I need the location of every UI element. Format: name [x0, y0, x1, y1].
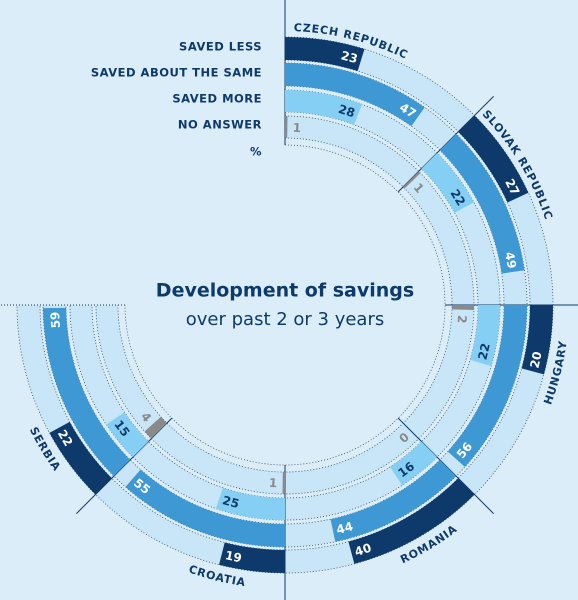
- bar: [49, 421, 112, 495]
- bar: [125, 469, 285, 547]
- bar: [451, 305, 474, 310]
- value-label: 2: [455, 314, 470, 323]
- bar: [219, 542, 285, 573]
- bar: [43, 307, 131, 477]
- value-label: 28: [337, 102, 357, 120]
- legend-label: SAVED LESS: [179, 40, 262, 54]
- value-label: 27: [502, 176, 522, 197]
- bar: [439, 133, 525, 274]
- bar: [285, 63, 425, 127]
- value-label: 44: [335, 519, 355, 537]
- value-label: 1: [268, 476, 277, 491]
- bar: [285, 116, 288, 139]
- bar: [144, 416, 167, 439]
- ring-edge: [65, 85, 505, 525]
- value-label: 59: [48, 311, 63, 329]
- ring-edge: [91, 111, 479, 499]
- bar: [447, 305, 527, 467]
- value-label: 40: [353, 541, 373, 559]
- value-label: 1: [292, 121, 301, 136]
- chart-title: Development of savings: [156, 280, 414, 302]
- bar: [282, 471, 285, 494]
- legend-label: SAVED ABOUT THE SAME: [91, 66, 262, 80]
- legend-label: SAVED MORE: [172, 92, 262, 106]
- ring-edge: [16, 36, 554, 574]
- bar: [421, 152, 474, 213]
- legend-label: NO ANSWER: [178, 118, 262, 132]
- bar: [390, 441, 438, 486]
- value-label: 19: [224, 548, 243, 565]
- bar: [215, 487, 285, 520]
- ring-edge: [39, 59, 531, 551]
- value-label: 22: [475, 342, 492, 361]
- value-label: 49: [502, 251, 519, 270]
- bar: [106, 412, 149, 458]
- value-label: 25: [221, 493, 241, 511]
- unit-label: %: [250, 145, 262, 159]
- bar: [403, 171, 421, 189]
- bar: [330, 459, 457, 542]
- bar: [521, 305, 553, 375]
- value-label: 23: [340, 48, 360, 66]
- chart-subtitle: over past 2 or 3 years: [186, 309, 385, 330]
- value-label: 20: [527, 350, 544, 369]
- bar: [285, 90, 363, 125]
- bar: [285, 37, 365, 72]
- bar: [458, 115, 529, 203]
- bar: [348, 478, 475, 564]
- inner-edge: [124, 144, 446, 466]
- bar: [470, 305, 500, 367]
